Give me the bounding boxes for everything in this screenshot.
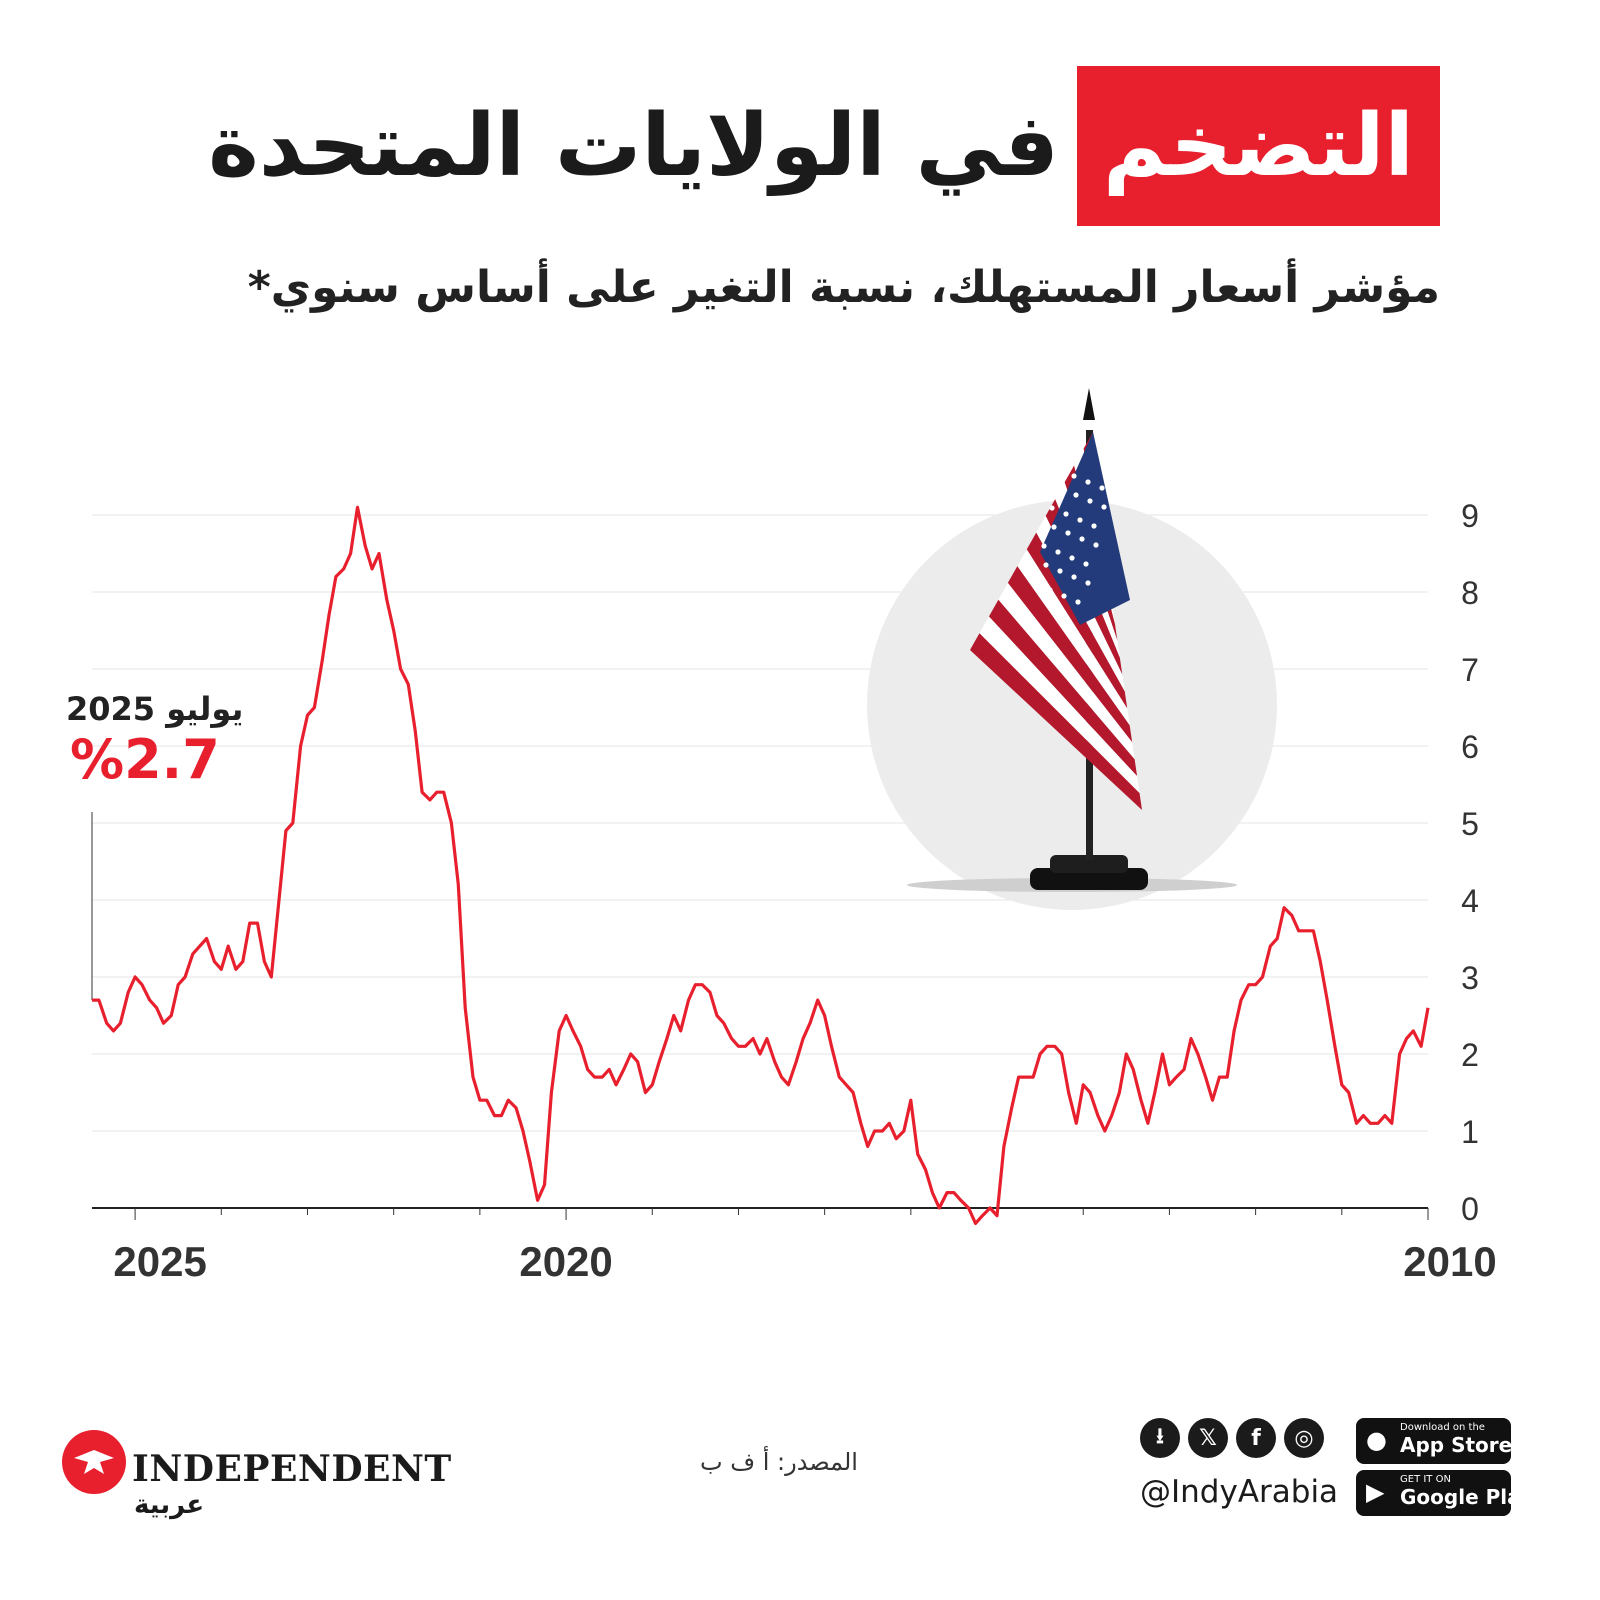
y-tick-label: 3 [1461, 960, 1479, 996]
facebook-icon[interactable]: f [1236, 1418, 1276, 1458]
social-handle[interactable]: @IndyArabia [1140, 1474, 1339, 1510]
flag-star [1061, 593, 1067, 599]
apple-icon: ● [1366, 1426, 1387, 1454]
x-axis [92, 1207, 1429, 1220]
flag-star [1057, 467, 1063, 473]
callout-date: يوليو 2025 [66, 690, 244, 728]
flag-star [1087, 498, 1093, 504]
flag-star [1101, 504, 1107, 510]
series-line-cpi [92, 505, 1430, 1225]
source-note: المصدر: أ ف ب [700, 1448, 858, 1476]
flag-star [1057, 568, 1063, 574]
flag-star [1049, 505, 1055, 511]
y-tick-label: 8 [1461, 575, 1479, 611]
title-highlight: التضخم [1076, 66, 1440, 226]
x-tick-label: 2025 [113, 1238, 206, 1285]
flag-star [1047, 587, 1053, 593]
y-tick-label: 4 [1461, 883, 1479, 919]
y-tick-label: 9 [1461, 498, 1479, 534]
flag-star [1071, 473, 1077, 479]
x-tick-label: 2020 [519, 1238, 612, 1285]
flag-star [1069, 555, 1075, 561]
flag-stripe [1017, 549, 1130, 726]
flag-stripe [1026, 532, 1128, 709]
flag-star [1091, 523, 1097, 529]
brand-name: INDEPENDENT [132, 1448, 452, 1490]
flag-star [1085, 479, 1091, 485]
flag-star [1075, 599, 1081, 605]
flag-stripe [1007, 566, 1133, 743]
eagle-logo-icon [62, 1430, 126, 1494]
app-store-button[interactable]: ● Download on the App Store [1356, 1418, 1513, 1464]
flag-star [1041, 543, 1047, 549]
flag-stand-base [1030, 868, 1148, 890]
flag-star [1059, 486, 1065, 492]
flag-star [1083, 561, 1089, 567]
flag-star [1033, 581, 1039, 587]
y-tick-label: 6 [1461, 729, 1479, 765]
y-tick-label: 7 [1461, 652, 1479, 688]
flag-stars [1033, 467, 1107, 605]
flag-star [1065, 530, 1071, 536]
chart-subtitle: مؤشر أسعار المستهلك، نسبة التغير على أسا… [247, 262, 1440, 313]
flag-star [1043, 562, 1049, 568]
y-tick-label: 2 [1461, 1037, 1479, 1073]
play-icon: ▶ [1366, 1478, 1385, 1506]
instagram-icon[interactable]: ◎ [1284, 1418, 1324, 1458]
flag-star [1077, 517, 1083, 523]
flag-star [1079, 536, 1085, 542]
y-tick-label: 1 [1461, 1114, 1479, 1150]
flag-star [1063, 511, 1069, 517]
us-flag-illustration [867, 388, 1277, 910]
download-icon[interactable]: ⭳ [1140, 1418, 1180, 1458]
flag-pole-finial [1083, 388, 1095, 420]
flag-star [1085, 580, 1091, 586]
app-store-large: App Store [1400, 1433, 1513, 1457]
flag-star [1099, 485, 1105, 491]
y-tick-label: 0 [1461, 1191, 1479, 1227]
brand-sub: عربية [134, 1490, 205, 1520]
y-axis-labels: 0 1 2 3 4 5 6 7 8 9 [1461, 498, 1479, 1227]
flag-star [1071, 574, 1077, 580]
page-title: التضخم في الولايات المتحدة [208, 66, 1440, 226]
flag-star [1055, 549, 1061, 555]
flag-star [1073, 492, 1079, 498]
flag-star [1093, 542, 1099, 548]
title-rest: في الولايات المتحدة [208, 96, 1059, 196]
flag-stripe [998, 582, 1135, 760]
y-tick-label: 5 [1461, 806, 1479, 842]
app-store-small: Download on the [1400, 1422, 1485, 1433]
x-axis-labels: 2025 2020 2010 [113, 1238, 1496, 1285]
flag-stripe [979, 616, 1140, 794]
google-play-button[interactable]: ▶ GET IT ON Google Play [1356, 1470, 1533, 1516]
flag-stand-top [1050, 855, 1128, 873]
flag-star [1051, 524, 1057, 530]
flag-stripe [970, 633, 1142, 810]
callout-value: %2.7 [70, 728, 220, 791]
flag-stripe [988, 599, 1138, 777]
flag-canton [1040, 432, 1130, 625]
google-play-small: GET IT ON [1400, 1474, 1451, 1485]
x-icon[interactable]: 𝕏 [1188, 1418, 1228, 1458]
google-play-large: Google Play [1400, 1485, 1534, 1509]
x-tick-label: 2010 [1403, 1238, 1496, 1285]
